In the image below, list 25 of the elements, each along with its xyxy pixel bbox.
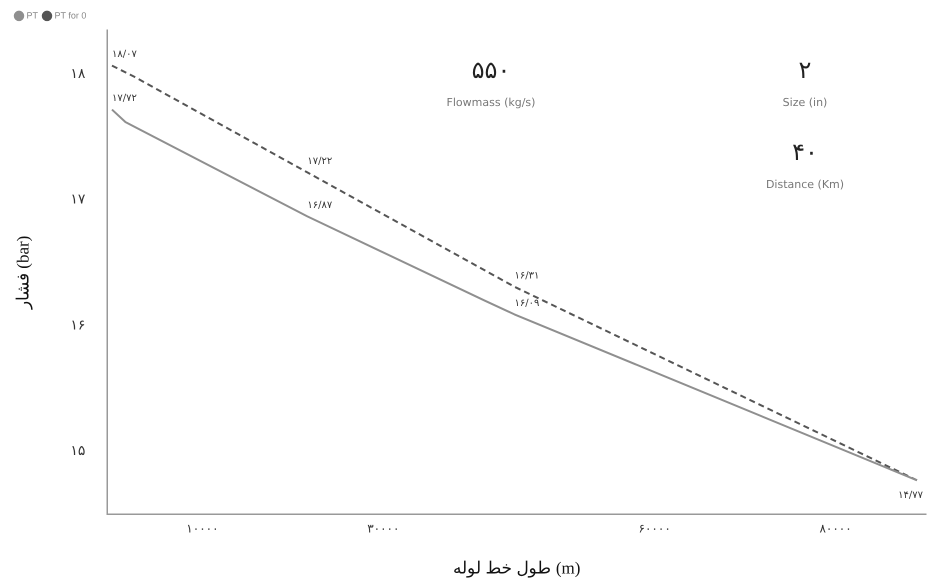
legend-label: PT for 0 (54, 10, 86, 20)
annotation: ۴۰ (792, 138, 818, 166)
x-axis-title: طول خط لوله (m) (453, 558, 580, 578)
data-label: ۱۶/۸۷ (307, 200, 333, 211)
x-tick-label: ۶۰۰۰۰ (638, 522, 671, 536)
x-tick-label: ۱۰۰۰۰ (186, 522, 219, 536)
data-label: ۱۸/۰۷ (112, 49, 138, 60)
data-label: ۱۷/۷۲ (112, 93, 137, 104)
x-tick-label: ۸۰۰۰۰ (819, 522, 852, 536)
data-label: ۱۴/۷۷ (898, 490, 924, 501)
annotation: Size (in) (782, 96, 828, 109)
annotation: ۵۵۰ (472, 56, 510, 84)
data-label: ۱۶/۳۱ (514, 270, 540, 282)
legend-label: PT (26, 10, 39, 20)
data-label: ۱۶/۰۹ (514, 298, 540, 309)
annotation: Distance (Km) (766, 178, 844, 191)
data-label: ۱۷/۲۲ (307, 156, 332, 167)
annotation: ۲ (798, 56, 812, 84)
y-tick-label: ۱۸ (70, 66, 86, 82)
y-tick-label: ۱۵ (70, 443, 86, 460)
y-tick-label: ۱۷ (70, 192, 86, 208)
annotation: Flowmass (kg/s) (446, 96, 536, 109)
x-tick-label: ۳۰۰۰۰ (367, 522, 400, 536)
y-tick-label: ۱۶ (70, 317, 86, 334)
y-axis-title: فشار (bar) (14, 236, 34, 310)
